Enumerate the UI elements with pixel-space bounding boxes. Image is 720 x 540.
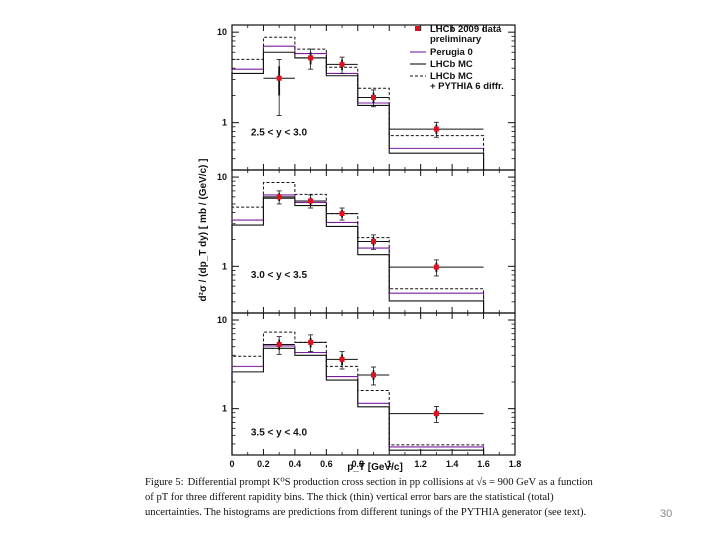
data-marker — [433, 264, 439, 270]
data-point — [389, 259, 484, 277]
legend-data-marker — [415, 26, 420, 31]
data-marker — [339, 356, 345, 362]
data-marker — [276, 75, 282, 81]
data-marker — [308, 198, 314, 204]
data-marker — [371, 94, 376, 100]
legend-label: LHCb 2009 data — [430, 24, 502, 35]
panel-label: 3.0 < y < 3.5 — [251, 270, 308, 281]
x-tick-label: 1.4 — [446, 459, 459, 469]
panel-label: 3.5 < y < 4.0 — [251, 427, 308, 438]
data-marker — [339, 211, 345, 217]
data-point — [357, 234, 390, 250]
data-marker — [276, 194, 282, 200]
panel-label: 2.5 < y < 3.0 — [251, 128, 308, 139]
y-tick-label: 1 — [222, 404, 227, 414]
y-tick-label: 1 — [222, 118, 227, 128]
data-point — [263, 59, 295, 116]
data-point — [294, 48, 327, 70]
caption-label: Figure 5: — [145, 477, 184, 488]
x-tick-label: 1.6 — [477, 459, 490, 469]
panel-2: 1 10 3.0 < y < 3.5 — [217, 169, 516, 314]
data-point — [389, 406, 484, 423]
data-point — [389, 121, 484, 138]
data-point — [357, 89, 390, 108]
y-tick-label: 1 — [222, 261, 227, 271]
panel-3: 0 0.2 0.4 0.6 0.8 1 1.2 1.4 1.6 1.8 1 10 3.5 < y < 4… — [217, 312, 522, 469]
x-tick-label: 1 — [387, 459, 392, 469]
data-marker — [308, 55, 314, 61]
data-marker — [276, 341, 282, 347]
data-point — [263, 336, 295, 355]
histogram-lhcb-mc-pythia-6-diffr- — [231, 36, 485, 170]
data-point — [263, 190, 295, 205]
caption-text: Differential prompt K⁰S production cross… — [145, 477, 593, 518]
histogram-lhcb-mc — [231, 347, 485, 455]
histogram-lhcb-mc-pythia-6-diffr- — [231, 181, 485, 313]
x-tick-label: 0.6 — [320, 459, 333, 469]
x-tick-label: 0 — [229, 459, 234, 469]
histogram-lhcb-mc — [231, 197, 485, 313]
y-tick-label: 10 — [217, 27, 227, 37]
x-tick-label: 0.2 — [257, 459, 270, 469]
data-point — [294, 334, 327, 353]
data-marker — [308, 339, 314, 345]
data-point — [326, 207, 358, 221]
legend-label: preliminary — [430, 34, 482, 45]
x-tick-label: 1.2 — [414, 459, 427, 469]
data-point — [326, 56, 358, 74]
legend-label: Perugia 0 — [430, 47, 473, 58]
legend-item: Perugia 0 — [410, 47, 473, 58]
data-marker — [371, 372, 376, 378]
x-tick-label: 0.8 — [352, 459, 365, 469]
x-tick-label: 1.8 — [509, 459, 522, 469]
data-marker — [433, 411, 439, 417]
data-marker — [339, 61, 345, 67]
legend-label: + PYTHIA 6 diffr. — [430, 81, 504, 92]
legend-label: LHCb MC — [430, 71, 473, 82]
y-tick-label: 10 — [217, 172, 227, 182]
data-marker — [371, 238, 376, 244]
legend-item: LHCb MC — [410, 59, 473, 70]
x-axis-title: p_T [GeV/c] — [347, 462, 403, 473]
y-tick-label: 10 — [217, 315, 227, 325]
legend-label: LHCb MC — [430, 59, 473, 70]
legend-item: LHCb MC+ PYTHIA 6 diffr. — [410, 71, 504, 92]
data-point — [357, 366, 390, 386]
x-tick-label: 0.4 — [289, 459, 302, 469]
slide-number: 30 — [660, 508, 673, 520]
y-axis-title: d²σ / (dp_T dy) [ mb / (GeV/c) ] — [198, 159, 209, 302]
figure-caption: Figure 5: Differential prompt K⁰S product… — [145, 476, 600, 520]
data-point — [294, 194, 327, 209]
data-marker — [433, 126, 439, 132]
data-point — [326, 351, 358, 370]
